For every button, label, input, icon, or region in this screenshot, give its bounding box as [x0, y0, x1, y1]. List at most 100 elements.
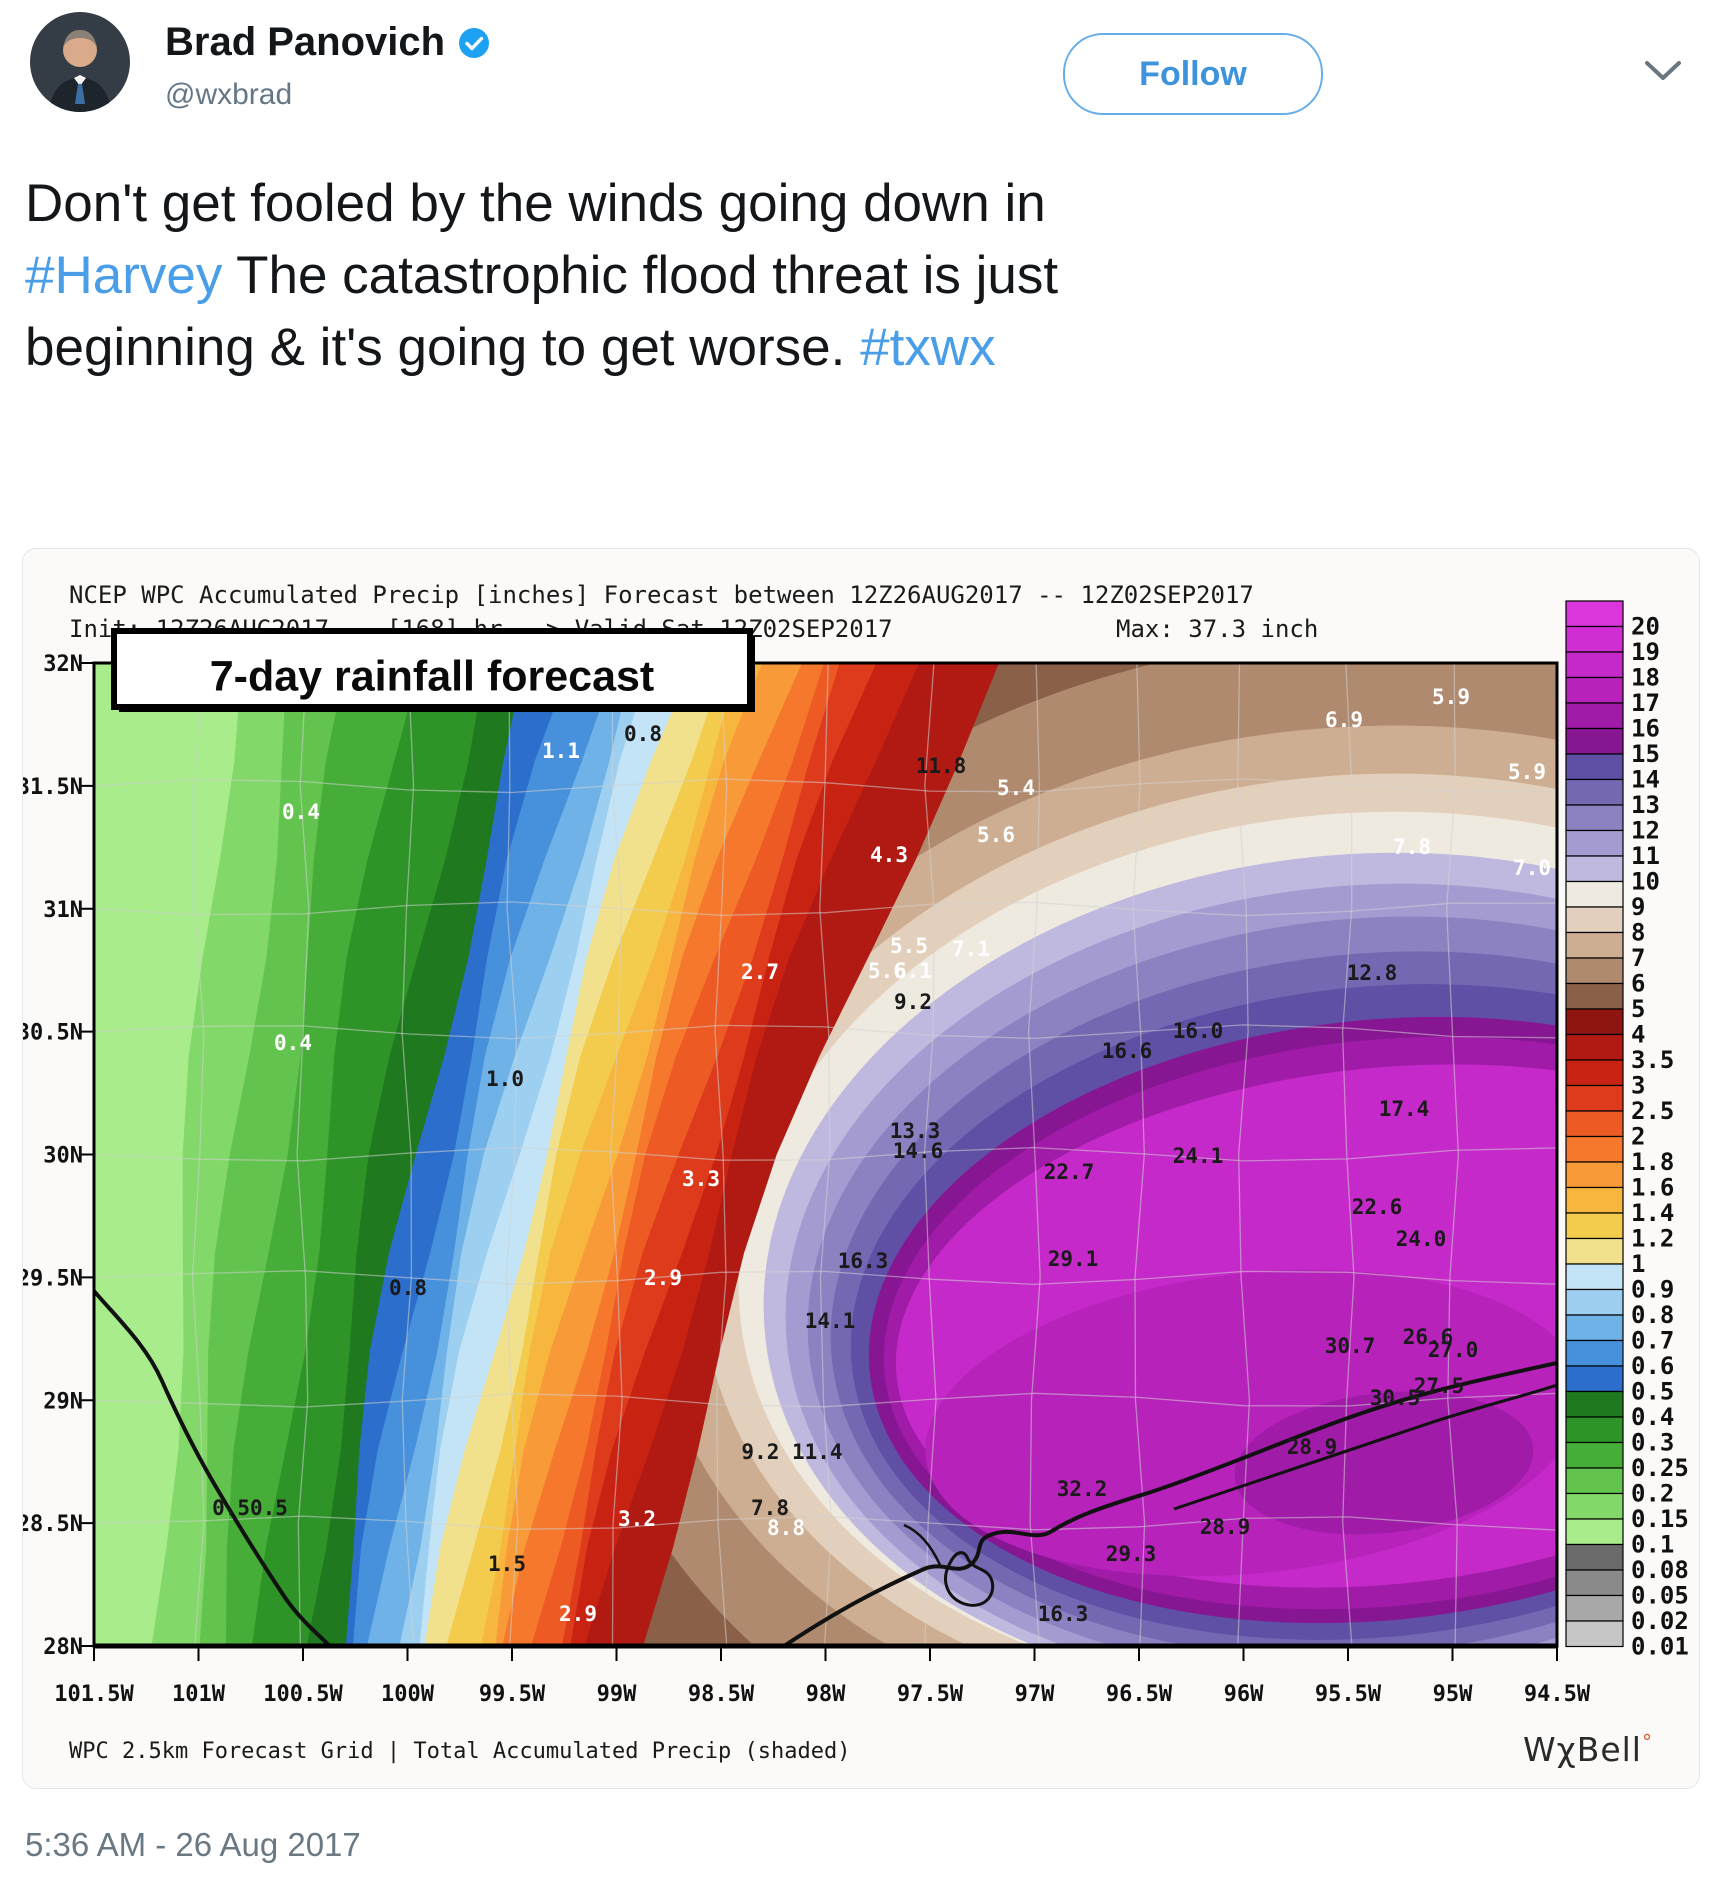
map-point-label: 7.8 — [751, 1496, 789, 1520]
legend-cell — [1565, 1186, 1624, 1214]
axes: 32N 31.5N 31N 30.5N 30N 29.5N 29N 28.5N 28N 101.5… — [23, 652, 1591, 1707]
tweet-text-segment: The catastrophic flood threat is just — [222, 246, 1059, 306]
lon-tick-label: 96W — [1224, 1682, 1264, 1707]
legend-cell — [1565, 1543, 1624, 1571]
legend-cell — [1565, 1441, 1624, 1469]
legend-cell — [1565, 1492, 1624, 1520]
legend-cell — [1565, 1390, 1624, 1418]
lat-tick-label: 31N — [43, 898, 83, 923]
barrier-islands — [1173, 1383, 1557, 1511]
lat-tick-label: 29N — [43, 1389, 83, 1414]
map-title: 7-day rainfall forecast — [210, 652, 655, 700]
map-point-label: 29.1 — [1048, 1247, 1099, 1271]
legend-value: 0.08 — [1631, 1556, 1689, 1584]
legend-value: 2.5 — [1631, 1097, 1674, 1125]
legend-cell — [1565, 625, 1624, 653]
map-point-label: 0.8 — [624, 722, 662, 746]
legend-value: 0.2 — [1631, 1480, 1674, 1508]
follow-button[interactable]: Follow — [1063, 33, 1323, 115]
legend-value: 1.2 — [1631, 1225, 1674, 1253]
user-handle[interactable]: @wxbrad — [165, 78, 293, 111]
bay-river — [903, 1523, 942, 1566]
legend-cell — [1565, 1467, 1624, 1495]
lat-tick-label: 32N — [43, 652, 83, 677]
map-point-label: 13.3 — [890, 1119, 941, 1143]
map-point-label: 16.3 — [838, 1249, 889, 1273]
legend-cell — [1565, 931, 1624, 959]
avatar[interactable] — [30, 12, 130, 112]
precip-forecast-map: NCEP WPC Accumulated Precip [inches] For… — [23, 581, 1689, 1769]
lat-tick-label: 28N — [43, 1635, 83, 1660]
legend-cell — [1565, 880, 1624, 908]
legend-cell — [1565, 1288, 1624, 1316]
legend-cell — [1565, 702, 1624, 730]
map-point-label: 5.9 — [1508, 760, 1546, 784]
map-point-label: 3.3 — [682, 1167, 720, 1191]
tweet-timestamp[interactable]: 5:36 AM - 26 Aug 2017 — [25, 1826, 361, 1863]
map-point-label: 24.0 — [1396, 1227, 1447, 1251]
legend-cell — [1565, 727, 1624, 755]
legend-cell — [1565, 1237, 1624, 1265]
lat-tick-label: 29.5N — [23, 1266, 83, 1291]
map-title-banner: 7-day rainfall forecast — [111, 628, 755, 712]
lat-tick-label: 30N — [43, 1144, 83, 1169]
legend-value: 7 — [1631, 944, 1645, 972]
map-point-label: 0.8 — [389, 1276, 427, 1300]
map-point-label: 28.9 — [1287, 1435, 1338, 1459]
legend-cell — [1565, 1339, 1624, 1367]
legend-value: 0.1 — [1631, 1531, 1674, 1559]
map-point-label: 5.9 — [1432, 685, 1470, 709]
display-name[interactable]: Brad Panovich — [165, 20, 446, 64]
map-point-label: 12.8 — [1347, 961, 1398, 985]
legend-value: 0.8 — [1631, 1301, 1674, 1329]
legend-value: 5 — [1631, 995, 1645, 1023]
chevron-down-icon[interactable] — [1642, 58, 1684, 89]
legend-value: 2 — [1631, 1123, 1645, 1151]
legend-value: 16 — [1631, 715, 1660, 743]
legend-value: 0.05 — [1631, 1582, 1689, 1610]
map-point-label: 8.8 — [767, 1516, 805, 1540]
wxbell-logo: WχBell° — [1523, 1730, 1653, 1769]
legend-cell — [1565, 1518, 1624, 1546]
map-point-label: 7.1 — [952, 937, 990, 961]
tweet-media-map[interactable]: NCEP WPC Accumulated Precip [inches] For… — [22, 548, 1700, 1789]
legend-value: 3.5 — [1631, 1046, 1674, 1074]
legend-value: 4 — [1631, 1021, 1645, 1049]
legend-cell — [1565, 982, 1624, 1010]
map-point-label: 6.1 — [894, 959, 932, 983]
map-point-label: 9.2 11.4 — [741, 1440, 842, 1464]
map-point-label: 16.3 — [1038, 1602, 1089, 1626]
legend-cell — [1565, 855, 1624, 883]
map-point-label: 16.6 — [1102, 1039, 1153, 1063]
legend-cell — [1565, 1416, 1624, 1444]
map-footer-credit: WPC 2.5km Forecast Grid | Total Accumula… — [69, 1739, 850, 1764]
hashtag-link[interactable]: #Harvey — [25, 246, 223, 306]
map-point-label: 4.3 — [870, 843, 908, 867]
map-point-label: 28.9 — [1200, 1515, 1251, 1539]
legend-cell — [1565, 829, 1624, 857]
map-point-label: 30.7 — [1325, 1334, 1376, 1358]
legend-value: 13 — [1631, 791, 1660, 819]
legend-value: 12 — [1631, 817, 1660, 845]
lon-tick-label: 100W — [381, 1682, 435, 1707]
map-point-label: 22.6 — [1352, 1195, 1403, 1219]
lon-tick-label: 95.5W — [1315, 1682, 1382, 1707]
lon-tick-label: 101W — [172, 1682, 226, 1707]
legend-value: 0.01 — [1631, 1633, 1689, 1661]
legend-value: 17 — [1631, 689, 1660, 717]
map-point-label: 27.0 — [1428, 1338, 1479, 1362]
lon-tick-label: 98W — [806, 1682, 846, 1707]
avatar-photo — [30, 12, 130, 112]
map-point-label: 14.6 — [893, 1139, 944, 1163]
lon-tick-label: 100.5W — [263, 1682, 343, 1707]
legend-cell — [1565, 1212, 1624, 1240]
legend-value: 8 — [1631, 919, 1645, 947]
legend-cell — [1565, 676, 1624, 704]
legend-value: 1.4 — [1631, 1199, 1674, 1227]
hashtag-link[interactable]: #txwx — [860, 318, 996, 378]
legend-value: 0.02 — [1631, 1607, 1689, 1635]
lon-tick-label: 97.5W — [897, 1682, 964, 1707]
map-point-label: 2.7 — [741, 960, 779, 984]
map-point-label: 0.50.5 — [212, 1496, 288, 1520]
lon-tick-label: 101.5W — [54, 1682, 134, 1707]
